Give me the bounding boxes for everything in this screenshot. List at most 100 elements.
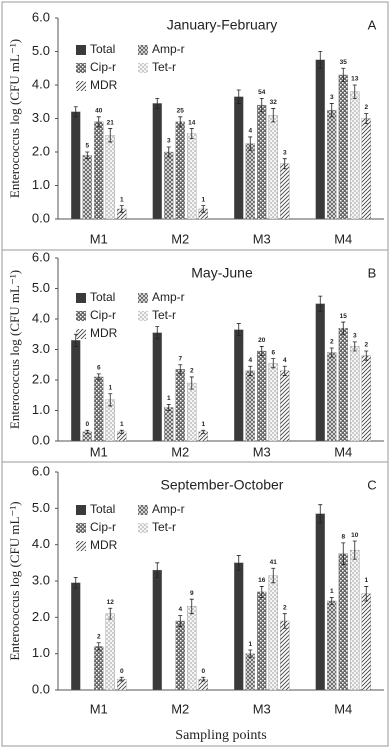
- y-axis-label: Enterococcus log (CFU mL⁻¹): [7, 39, 22, 198]
- bar: [245, 143, 255, 220]
- bar: [315, 59, 325, 220]
- legend-swatch: [76, 329, 86, 339]
- y-tick-label: 5.0: [32, 43, 50, 58]
- error-bar: [282, 158, 287, 170]
- y-tick-label: 5.0: [32, 500, 50, 515]
- bar: [105, 135, 115, 220]
- data-label: 3: [330, 94, 334, 101]
- y-tick-label: 0.0: [32, 681, 50, 696]
- legend-swatch: [76, 541, 86, 551]
- legend-label: Total: [90, 502, 115, 516]
- legend-swatch: [76, 63, 86, 73]
- data-label: 12: [107, 599, 115, 606]
- error-bar: [96, 116, 101, 128]
- error-bar: [96, 642, 101, 651]
- legend-swatch: [138, 523, 148, 533]
- bar: [327, 600, 337, 691]
- error-bar: [318, 51, 323, 69]
- legend-label: Total: [90, 290, 115, 304]
- legend-label: Amp-r: [152, 42, 185, 56]
- legend-swatch: [76, 311, 86, 321]
- legend-swatch: [138, 45, 148, 55]
- error-bar: [73, 576, 78, 589]
- legend-swatch: [138, 311, 148, 321]
- bar: [152, 332, 162, 442]
- error-bar: [178, 615, 183, 627]
- error-bar: [329, 347, 334, 358]
- data-label: 3: [167, 138, 171, 145]
- legend-label: MDR: [90, 326, 118, 340]
- x-tick-label: M3: [253, 444, 271, 459]
- error-bar: [364, 350, 369, 361]
- data-label: 1: [108, 384, 112, 391]
- legend-label: MDR: [90, 78, 118, 92]
- data-label: 1: [248, 641, 252, 648]
- data-label: 4: [178, 606, 182, 613]
- error-bar: [318, 295, 323, 312]
- legend-swatch: [138, 505, 148, 515]
- bar: [164, 407, 174, 442]
- x-tick-label: M1: [90, 701, 108, 716]
- bar: [175, 620, 185, 691]
- legend-swatch: [76, 81, 86, 91]
- bar: [175, 369, 185, 442]
- bar: [234, 96, 244, 220]
- data-label: 0: [85, 421, 89, 428]
- error-bar: [155, 98, 160, 109]
- error-bar: [352, 84, 357, 99]
- data-label: 1: [201, 421, 205, 428]
- error-bar: [329, 596, 334, 606]
- error-bar: [189, 598, 194, 615]
- error-bar: [166, 404, 171, 411]
- error-bar: [271, 108, 276, 123]
- panel-label: A: [368, 17, 377, 32]
- data-label: 35: [340, 59, 348, 66]
- error-bar: [73, 106, 78, 118]
- data-label: 4: [248, 357, 252, 364]
- error-bar: [259, 98, 264, 113]
- data-label: 3: [283, 149, 287, 156]
- data-label: 15: [340, 313, 348, 320]
- error-bar: [352, 341, 357, 352]
- error-bar: [282, 365, 287, 376]
- legend-swatch: [138, 63, 148, 73]
- data-label: 4: [248, 128, 252, 135]
- bar: [327, 109, 337, 220]
- x-tick-label: M3: [253, 231, 271, 246]
- data-label: 6: [271, 349, 275, 356]
- data-label: 54: [258, 89, 266, 96]
- data-label: 1: [201, 196, 205, 203]
- y-tick-label: 6.0: [32, 249, 50, 264]
- bar: [268, 575, 278, 691]
- data-label: 2: [364, 104, 368, 111]
- data-label: 1: [120, 196, 124, 203]
- y-tick-label: 4.0: [32, 310, 50, 325]
- error-bar: [259, 346, 264, 356]
- x-tick-label: M2: [171, 444, 189, 459]
- bar: [257, 350, 267, 442]
- error-bar: [119, 429, 124, 434]
- data-label: 2: [190, 368, 194, 375]
- error-bar: [201, 676, 206, 682]
- error-bar: [364, 113, 369, 124]
- bar: [361, 118, 371, 220]
- error-bar: [248, 136, 253, 151]
- chart-title: September-October: [161, 477, 284, 493]
- bar: [350, 346, 360, 442]
- legend-swatch: [138, 293, 148, 303]
- error-bar: [248, 365, 253, 376]
- legend-label: Cip-r: [90, 520, 116, 534]
- chart-title: May-June: [191, 265, 253, 281]
- y-tick-label: 4.0: [32, 536, 50, 551]
- error-bar: [352, 540, 357, 560]
- error-bar: [341, 321, 346, 335]
- error-bar: [119, 205, 124, 213]
- legend-swatch: [76, 523, 86, 533]
- data-label: 1: [364, 577, 368, 584]
- data-label: 7: [178, 355, 182, 362]
- bar: [315, 303, 325, 442]
- bar: [315, 513, 325, 691]
- data-label: 32: [270, 99, 278, 106]
- x-tick-label: M1: [90, 231, 108, 246]
